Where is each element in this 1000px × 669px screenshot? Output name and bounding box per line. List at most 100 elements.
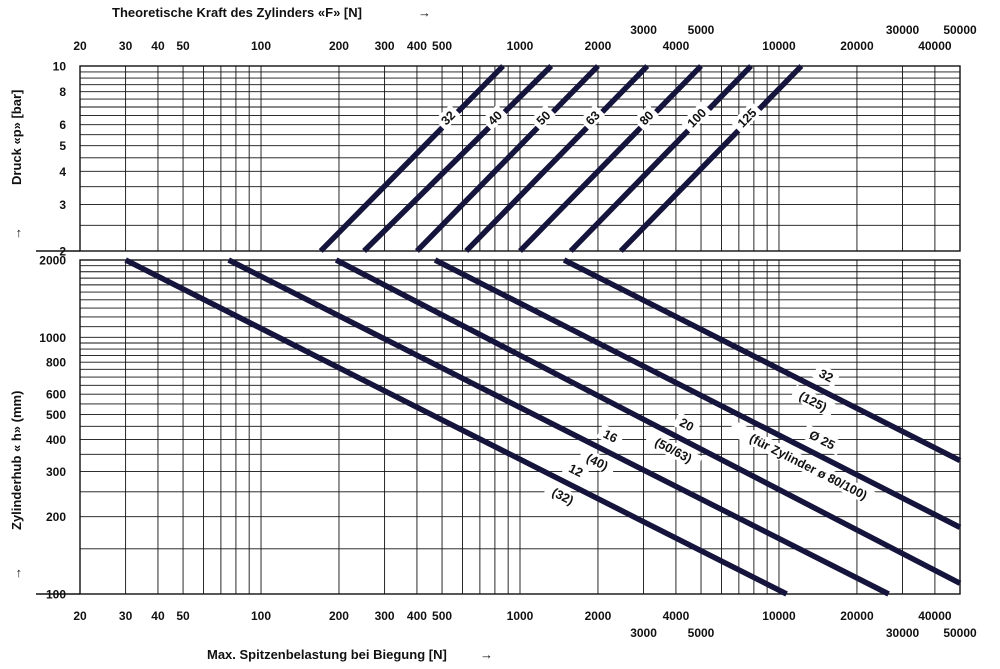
bottom-tick-label: 50 [176,609,190,623]
pressure-axis-arrow: → [9,227,24,240]
pressure-tick-label: 8 [59,85,66,99]
stroke-line-label-main: 16 [601,427,620,446]
pressure-tick-label: 3 [59,198,66,212]
bottom-tick-label: 40 [151,609,165,623]
top-tick-label: 200 [329,39,349,53]
axis-layer: 20 20 30 30 40 40 50 50 100 100 200 200 300 300 400 400… [39,23,977,640]
label-background [543,481,583,512]
grid-layer [36,65,961,595]
stroke-tick-label: 300 [46,465,66,479]
top-tick-label: 50 [176,39,190,53]
top-tick-label: 500 [432,39,452,53]
stroke-line-1 [227,257,890,597]
top-tick-label: 4000 [663,39,690,53]
bottom-tick-label: 40000 [918,609,952,623]
label-background [596,423,625,448]
label-background [644,429,703,471]
label-background [632,104,660,131]
force-line-label-group: 50 [529,104,556,131]
label-background [579,104,606,131]
top-tick-label: 300 [375,39,395,53]
label-background [790,384,837,418]
top-tick-label: 5000 [688,23,715,37]
label-background [672,412,701,437]
bottom-tick-label: 2000 [585,609,612,623]
top-tick-label: 400 [407,39,427,53]
stroke-line-label-main: 12 [566,461,585,480]
label-background [434,104,461,131]
stroke-line-label-main: 32 [817,366,836,385]
bottom-axis-arrow: → [480,647,493,662]
label-background [561,458,591,483]
top-tick-label: 40 [151,39,165,53]
force-line-40 [362,64,554,253]
bottom-axis-title: Max. Spitzenbelastung bei Biegung [N] [207,647,447,662]
force-line-80 [518,64,703,253]
label-background [481,104,508,131]
top-tick-label: 2000 [585,39,612,53]
bottom-tick-label: 400 [407,609,427,623]
bottom-tick-label: 20 [73,609,87,623]
bottom-tick-label: 500 [432,609,452,623]
bottom-tick-label: 30 [119,609,133,623]
bottom-tick-label: 30000 [886,626,920,640]
stroke-tick-label: 100 [46,588,66,602]
bottom-tick-label: 5000 [688,626,715,640]
top-axis-arrow: → [418,5,431,20]
top-tick-label: 100 [251,39,271,53]
label-background [577,446,618,477]
stroke-line-label-main: 20 [677,415,696,434]
force-line-label-group: 125 [730,101,763,134]
stroke-line-3 [433,257,962,530]
top-tick-label: 30 [119,39,133,53]
bottom-tick-label: 20000 [840,609,874,623]
label-background [812,363,841,388]
stroke-tick-label: 800 [46,356,66,370]
top-tick-label: 20 [73,39,87,53]
label-background [727,420,890,513]
bottom-tick-label: 3000 [630,626,657,640]
pressure-tick-label: 5 [59,139,66,153]
stroke-panel-frame [79,259,961,595]
bottom-tick-label: 100 [251,609,271,623]
force-line-32 [318,64,505,253]
stroke-tick-label: 400 [46,433,66,447]
force-line-100 [568,64,754,253]
bottom-tick-label: 50000 [943,626,977,640]
top-tick-label: 1000 [507,39,534,53]
curve-layer [124,64,962,597]
label-background [529,104,556,131]
stroke-tick-label: 500 [46,408,66,422]
bottom-tick-label: 300 [375,609,395,623]
top-tick-label: 3000 [630,23,657,37]
top-axis-title: Theoretische Kraft des Zylinders «F» [N] [112,5,362,20]
bottom-tick-label: 10000 [762,609,796,623]
pressure-tick-label: 2 [59,245,66,259]
bottom-tick-label: 200 [329,609,349,623]
label-background [730,101,763,134]
force-line-label-group: 63 [579,104,606,131]
pressure-tick-label: 10 [53,60,67,74]
stroke-tick-label: 600 [46,388,66,402]
force-line-label-group: 40 [481,104,508,131]
top-tick-label: 20000 [840,39,874,53]
bottom-tick-label: 4000 [663,609,690,623]
force-line-125 [618,64,804,253]
stroke-line-4 [562,257,962,464]
label-background [680,101,713,134]
stroke-tick-label: 200 [46,510,66,524]
stroke-axis-title: Zylinderhub « h» (mm) [9,391,24,530]
force-line-label-group: 80 [632,104,660,131]
stroke-tick-label: 1000 [39,331,66,345]
force-line-50 [414,64,600,253]
top-tick-label: 10000 [762,39,796,53]
pressure-axis-title: Druck «p» [bar] [9,90,24,185]
top-tick-label: 30000 [886,23,920,37]
label-background [800,424,844,456]
top-tick-label: 50000 [943,23,977,37]
stroke-axis-arrow: → [9,567,24,580]
stroke-line-2 [334,257,962,586]
force-line-63 [464,64,650,253]
stroke-tick-label: 2000 [39,254,66,268]
